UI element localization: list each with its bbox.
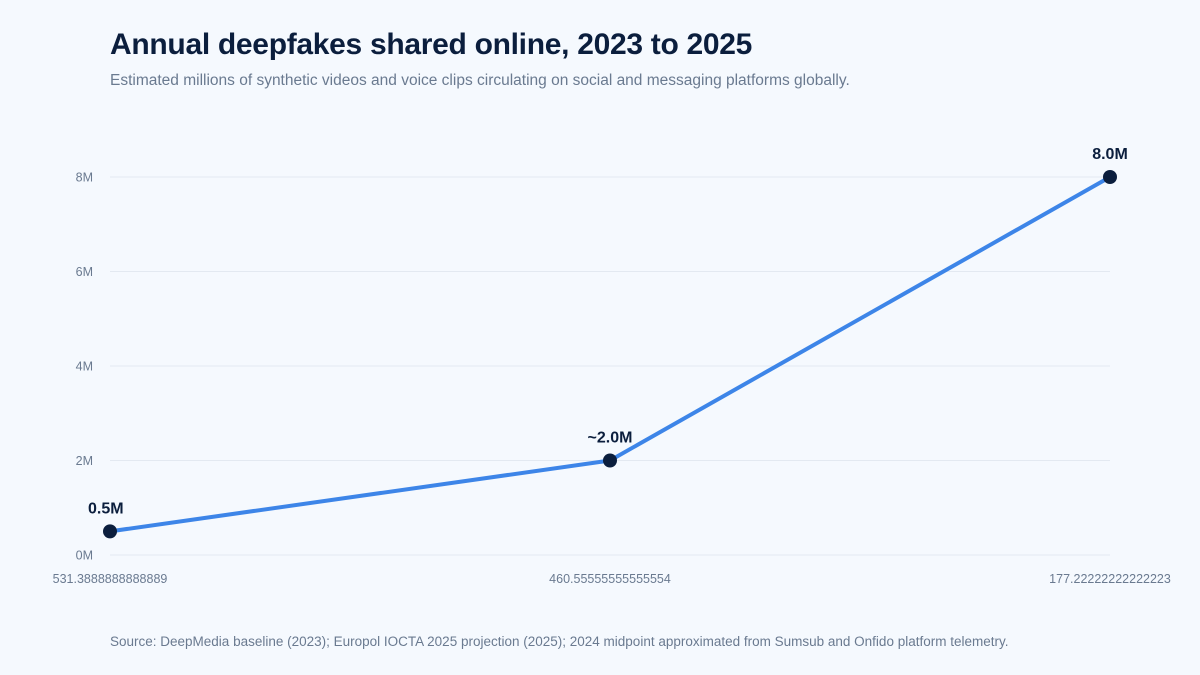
data-label: 0.5M	[88, 500, 124, 517]
y-tick-label: 6M	[76, 265, 93, 279]
data-label: ~2.0M	[588, 430, 633, 447]
x-axis-ticks: 531.3888888888889 460.55555555555554 177.2…	[53, 572, 1171, 586]
y-tick-label: 0M	[76, 549, 93, 563]
y-axis-ticks: 0M 2M 4M 6M 8M	[76, 171, 93, 563]
chart-subtitle: Estimated millions of synthetic videos a…	[110, 72, 850, 89]
y-tick-label: 4M	[76, 360, 93, 374]
series-line	[108, 175, 1112, 534]
x-tick-label: 460.55555555555554	[549, 572, 671, 586]
chart-title: Annual deepfakes shared online, 2023 to …	[110, 28, 753, 61]
series-line-path	[108, 175, 1112, 534]
x-tick-label: 177.22222222222223	[1049, 572, 1171, 586]
data-point	[1103, 170, 1117, 184]
data-label: 8.0M	[1092, 146, 1128, 163]
gridlines	[110, 176, 1110, 556]
x-tick-label: 531.3888888888889	[53, 572, 168, 586]
source-note: Source: DeepMedia baseline (2023); Europ…	[110, 634, 1009, 649]
series-points	[103, 170, 1117, 539]
y-tick-label: 8M	[76, 171, 93, 185]
data-labels: 0.5M ~2.0M 8.0M	[88, 146, 1128, 517]
y-tick-label: 2M	[76, 454, 93, 468]
data-point	[103, 524, 117, 539]
data-point	[603, 453, 617, 468]
